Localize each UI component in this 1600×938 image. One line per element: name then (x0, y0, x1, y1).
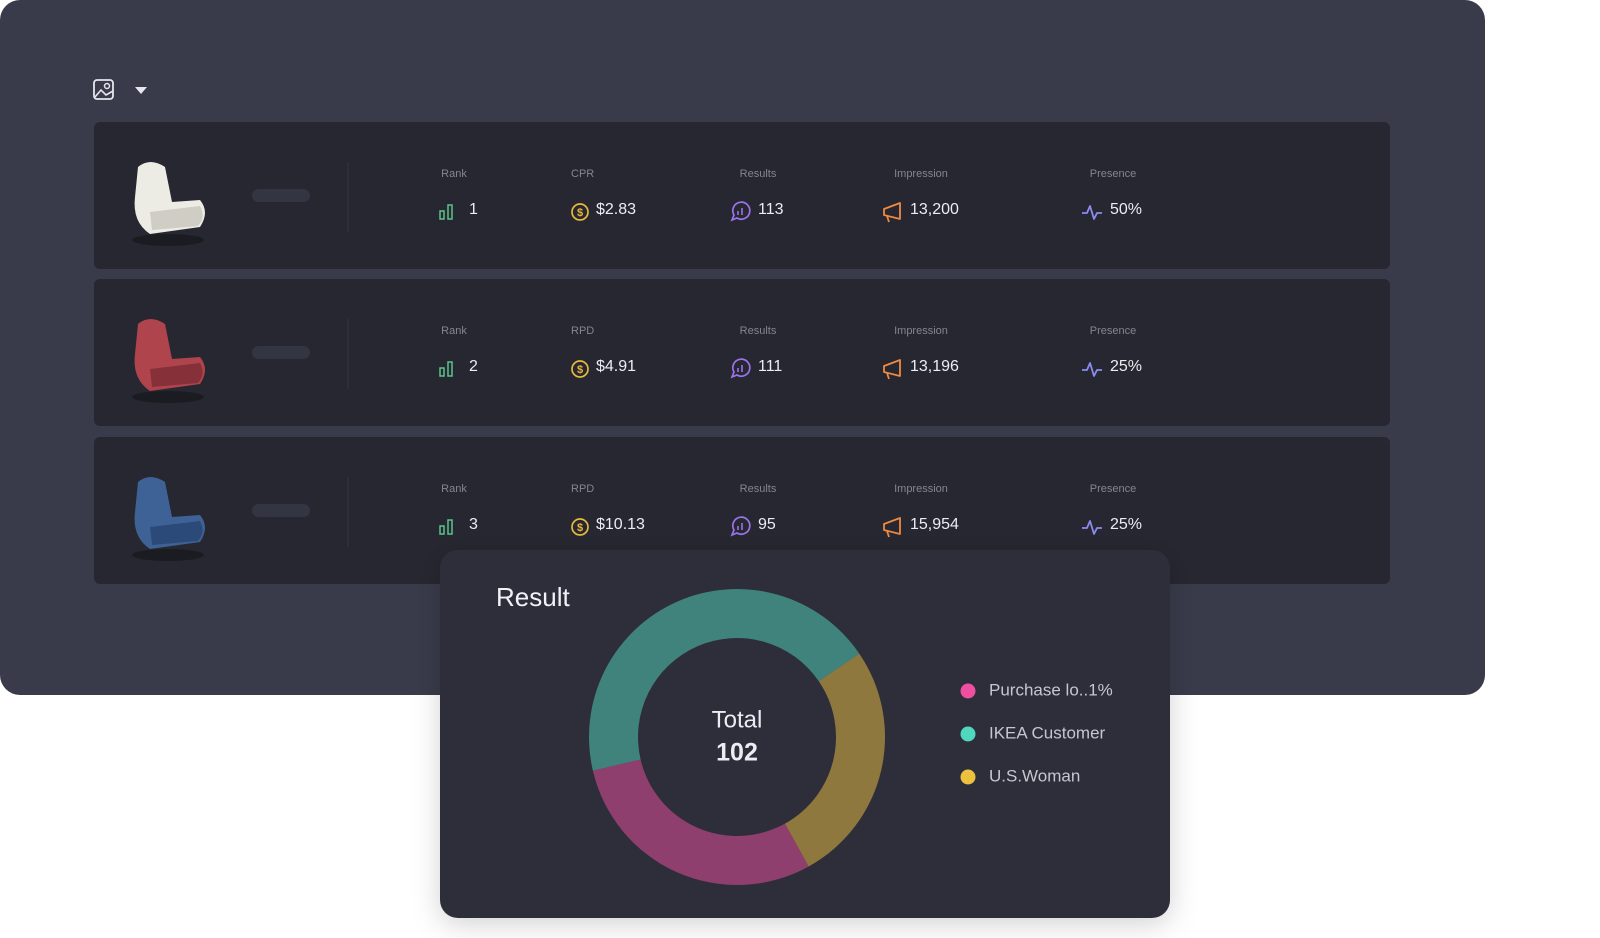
metric-label: CPR (571, 168, 594, 180)
donut-segment (592, 759, 809, 886)
image-icon[interactable] (93, 79, 114, 100)
rank-icon (439, 210, 445, 220)
metric-label: Results (740, 168, 777, 180)
metric-label: Rank (441, 325, 467, 337)
view-selector[interactable] (93, 79, 147, 100)
metric-value: 25% (1110, 516, 1142, 533)
metric-label: Presence (1090, 483, 1136, 495)
metric-label: Impression (894, 483, 948, 495)
metric-label: RPD (571, 325, 594, 337)
product-row: Rank 3 RPD $ $10.13 Results 95 Impression 15,954… (94, 437, 1390, 584)
presence-icon (1082, 205, 1102, 220)
name-placeholder (252, 504, 310, 517)
metric-label: Results (740, 483, 777, 495)
rank-icon (439, 367, 445, 377)
metric-label: Rank (441, 483, 467, 495)
results-icon (730, 358, 751, 379)
image-icon-sun (103, 82, 111, 90)
metric-value: 15,954 (910, 516, 959, 533)
metric-label: Rank (441, 168, 467, 180)
metric-value: 3 (469, 516, 478, 533)
product-row: Rank 1 CPR $ $2.83 Results 113 Impression 13,200… (94, 122, 1390, 269)
product-image-shade (150, 521, 203, 545)
results-icon (730, 201, 751, 222)
legend-label: Purchase lo..1% (989, 680, 1113, 699)
row-background (94, 437, 1390, 584)
presence-icon (1082, 520, 1102, 535)
metric-label: Impression (894, 325, 948, 337)
results-icon (730, 516, 751, 537)
legend-label: IKEA Customer (989, 723, 1106, 742)
coin-icon-symbol: $ (577, 207, 583, 219)
result-card: Result Total 102 Purchase lo..1% IKEA Cus… (440, 550, 1170, 918)
legend-marker (960, 769, 976, 785)
rank-icon (439, 525, 445, 535)
donut-segment (784, 653, 885, 867)
legend-label: U.S.Woman (989, 766, 1080, 785)
metric-value: $10.13 (596, 516, 645, 533)
impression-icon (883, 202, 901, 223)
metric-value: 13,200 (910, 201, 959, 218)
name-placeholder (252, 346, 310, 359)
coin-icon (571, 360, 589, 378)
metric-label: Impression (894, 168, 948, 180)
impression-icon (883, 359, 901, 380)
metric-label: RPD (571, 483, 594, 495)
coin-icon (571, 518, 589, 536)
image-icon-hill (94, 88, 114, 98)
product-image-shade (150, 206, 203, 230)
product-image-shade (150, 363, 203, 387)
metric-value: 113 (758, 201, 784, 218)
center-value: 102 (716, 739, 758, 767)
donut-segment (589, 589, 860, 771)
presence-icon (1082, 362, 1102, 377)
chair-shadow (132, 549, 204, 561)
metric-value: 25% (1110, 358, 1142, 375)
name-placeholder (252, 189, 310, 202)
card-title: Result (496, 582, 570, 612)
legend-marker (960, 683, 976, 699)
metric-label: Results (740, 325, 777, 337)
rank-icon (447, 204, 453, 220)
rank-icon (447, 361, 453, 377)
coin-icon-symbol: $ (577, 364, 583, 376)
impression-icon (883, 517, 901, 538)
chair-shadow (132, 391, 204, 403)
metric-value: 2 (469, 358, 478, 375)
metric-value: 13,196 (910, 358, 959, 375)
metric-value: 95 (758, 516, 776, 533)
metric-value: 50% (1110, 201, 1142, 218)
row-background (94, 122, 1390, 269)
metric-value: $2.83 (596, 201, 636, 218)
metric-value: 1 (469, 201, 478, 218)
metric-value: 111 (758, 358, 782, 375)
legend-marker (960, 726, 976, 742)
row-background (94, 279, 1390, 426)
chair-shadow (132, 234, 204, 246)
rank-icon (447, 519, 453, 535)
product-row: Rank 2 RPD $ $4.91 Results 111 Impression 13,196… (94, 279, 1390, 426)
metric-label: Presence (1090, 168, 1136, 180)
metric-value: $4.91 (596, 358, 636, 375)
center-label: Total (712, 706, 763, 733)
rows: Rank 1 CPR $ $2.83 Results 113 Impression 13,200… (94, 122, 1390, 584)
coin-icon (571, 203, 589, 221)
dropdown-arrow[interactable] (135, 87, 147, 94)
metric-label: Presence (1090, 325, 1136, 337)
coin-icon-symbol: $ (577, 522, 583, 534)
